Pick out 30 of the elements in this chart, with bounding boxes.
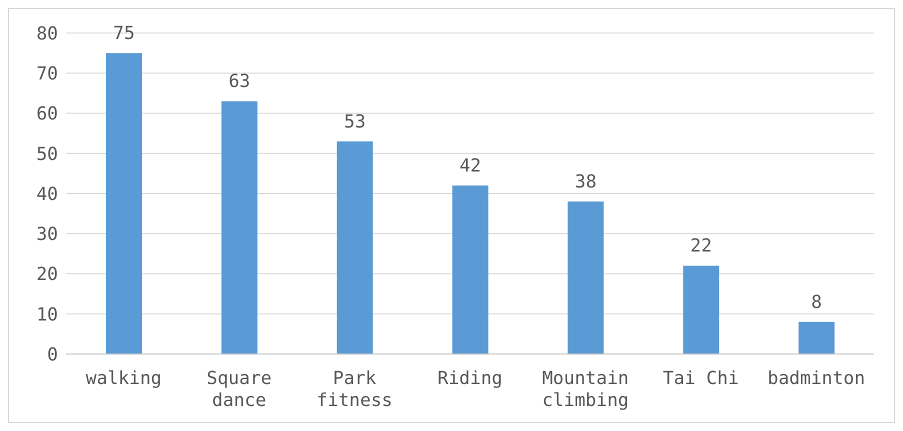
x-tick-label: Riding [437,368,503,389]
bar [452,185,488,354]
x-tick-label: Park fitness [316,368,392,411]
y-tick-label: 70 [36,64,58,85]
bar [106,53,142,354]
data-label: 63 [228,71,250,92]
y-tick-label: 10 [36,304,58,326]
y-tick-label: 30 [36,224,58,246]
bar [568,202,604,354]
x-tick-label: Square dance [206,368,272,411]
x-tick-label: walking [86,368,162,389]
y-tick-label: 80 [36,23,58,44]
bar [221,101,258,354]
bar [798,322,835,354]
data-label: 75 [113,23,135,44]
x-tick-label: Mountain climbing [542,368,629,411]
bar [336,141,373,354]
y-tick-label: 60 [36,104,58,125]
data-label: 42 [459,155,482,176]
x-tick-label: badminton [768,368,866,389]
data-label: 8 [811,292,822,313]
data-label: 22 [690,236,712,257]
y-tick-label: 40 [36,184,58,205]
y-tick-label: 0 [47,344,58,366]
bar [683,266,720,354]
y-tick-label: 20 [36,264,58,286]
data-label: 38 [574,172,597,193]
data-label: 53 [344,111,366,132]
y-tick-label: 50 [36,144,58,165]
x-tick-label: Tai Chi [662,368,739,389]
